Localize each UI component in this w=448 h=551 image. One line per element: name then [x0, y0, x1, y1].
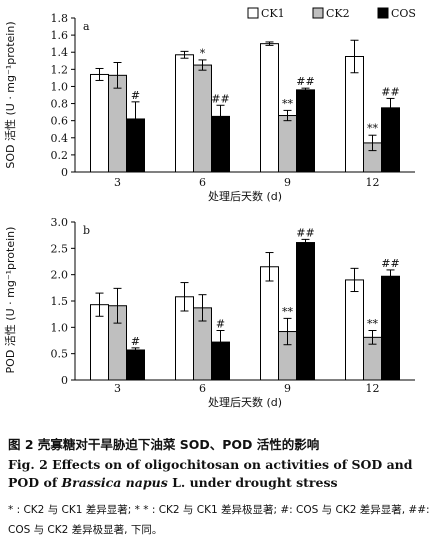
figure-caption-en: Fig. 2 Effects on of oligochitosan on ac…	[8, 456, 442, 492]
bar-ck2	[278, 115, 297, 173]
figure-note: * : CK2 与 CK1 差异显著; * * : CK2 与 CK1 差异极显…	[8, 504, 430, 536]
x-tick-label: 12	[366, 176, 380, 189]
y-tick-label: 0.4	[51, 132, 69, 145]
significance-mark: ##	[381, 257, 399, 270]
significance-mark: ##	[296, 226, 314, 239]
x-tick-label: 12	[366, 382, 380, 395]
y-axis-title: POD 活性 (U · mg⁻¹protein)	[3, 227, 17, 374]
bar-ck1	[260, 266, 279, 381]
bar-ck2	[193, 64, 212, 173]
y-tick-label: 1.2	[51, 63, 69, 76]
y-tick-label: 1.8	[51, 12, 69, 25]
chart-canvas: 0 0.2 0.4 0.6 0.8 1.0 1.2 1.4 1.6 1.8 a SOD 活性 (U ·…	[3, 7, 416, 409]
legend-swatch-cos	[377, 7, 389, 19]
y-tick-label: 0.6	[51, 115, 69, 128]
y-tick-label: 1.4	[51, 46, 69, 59]
significance-mark: ##	[296, 75, 314, 88]
x-tick-label: 6	[199, 382, 206, 395]
y-tick-label: 1.0	[51, 321, 69, 334]
bar-cos	[381, 275, 400, 381]
significance-mark: **	[367, 122, 379, 135]
y-tick-label: 0.8	[51, 98, 69, 111]
bar-cos	[126, 349, 145, 381]
y-tick-label: 0.2	[51, 149, 69, 162]
y-tick-label: 0	[61, 166, 68, 179]
x-tick-label: 3	[114, 176, 121, 189]
y-axis-title: SOD 活性 (U · mg⁻¹protein)	[3, 21, 17, 168]
panel-label: b	[83, 224, 90, 237]
y-tick-label: 1.0	[51, 80, 69, 93]
y-tick-label: 1.6	[51, 29, 69, 42]
y-tick-label: 3.0	[51, 216, 69, 229]
caption-en-prefix: Fig. 2 Effects on of oligochitosan on ac…	[8, 457, 413, 490]
significance-mark: **	[367, 317, 379, 330]
y-tick-label: 0	[61, 374, 68, 387]
bar-ck1	[90, 73, 109, 173]
legend-swatch-ck2	[312, 7, 324, 19]
bar-cos	[296, 89, 315, 173]
x-tick-label: 9	[284, 176, 291, 189]
legend-label: COS	[391, 7, 416, 20]
y-tick-label: 1.5	[51, 295, 69, 308]
bar-ck1	[345, 56, 364, 173]
x-tick-label: 6	[199, 176, 206, 189]
significance-mark: *	[200, 47, 206, 60]
x-axis-title: 处理后天数 (d)	[208, 190, 282, 203]
significance-mark: ##	[211, 92, 229, 105]
legend-swatch-ck1	[247, 7, 259, 19]
bar-ck2	[108, 74, 127, 173]
bar-cos	[296, 242, 315, 381]
panel-label: a	[83, 20, 90, 33]
legend-label: CK2	[326, 7, 350, 20]
y-tick-label: 2.0	[51, 269, 69, 282]
bar-ck1	[260, 43, 279, 173]
x-tick-label: 9	[284, 382, 291, 395]
significance-mark: **	[282, 97, 294, 110]
bar-ck1	[345, 279, 364, 381]
significance-mark: #	[216, 317, 225, 330]
figure-caption-cn: 图 2 壳寡糖对干旱胁迫下油菜 SOD、POD 活性的影响	[8, 437, 320, 452]
caption-en-suffix: L. under drought stress	[167, 475, 338, 490]
x-tick-label: 3	[114, 382, 121, 395]
significance-mark: #	[131, 335, 140, 348]
y-tick-label: 0.5	[51, 348, 69, 361]
bar-ck1	[175, 54, 194, 173]
y-tick-label: 2.5	[51, 242, 69, 255]
significance-mark: #	[131, 89, 140, 102]
significance-mark: ##	[381, 85, 399, 98]
significance-mark: **	[282, 305, 294, 318]
x-axis-title: 处理后天数 (d)	[208, 396, 282, 409]
legend-label: CK1	[261, 7, 285, 20]
caption-en-species: Brassica napus	[61, 475, 168, 490]
